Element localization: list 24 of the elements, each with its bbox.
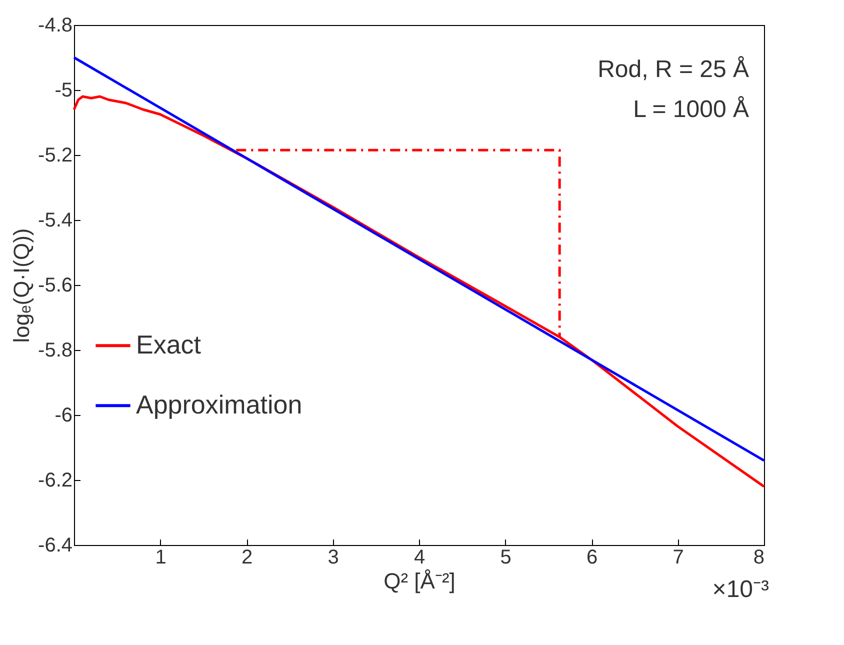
y-tick-label: -5.2	[38, 144, 72, 166]
x-tick-label: 7	[672, 546, 684, 568]
legend-label: Approximation	[136, 390, 302, 420]
x-tick-label: 4	[414, 546, 426, 568]
x-tick-label: 1	[155, 546, 166, 568]
y-tick-label: -5.4	[38, 210, 72, 232]
x-tick-label: 8	[753, 546, 764, 568]
y-tick-label: -6.4	[38, 534, 72, 556]
y-tick-label: -5	[54, 80, 72, 102]
annotation: Rod, R = 25 Å	[598, 56, 749, 83]
y-tick-label: -6.2	[38, 470, 72, 492]
x-tick-label: 5	[500, 546, 512, 568]
y-tick-label: -5.8	[38, 340, 72, 362]
annotation: L = 1000 Å	[633, 96, 749, 123]
text: ×10⁻³	[712, 576, 770, 603]
y-tick-label: -5.6	[38, 274, 72, 296]
y-tick-label: -6	[54, 404, 72, 426]
y-tick-label: -4.8	[38, 14, 72, 36]
x-tick-label: 2	[241, 546, 253, 568]
x-axis-title: Q² [Å⁻²]	[384, 568, 456, 594]
x-tick-label: 6	[586, 546, 598, 568]
x-tick-label: 3	[328, 546, 339, 568]
y-axis-title: logₑ(Q·I(Q))	[9, 228, 34, 343]
legend-label: Exact	[136, 330, 202, 360]
